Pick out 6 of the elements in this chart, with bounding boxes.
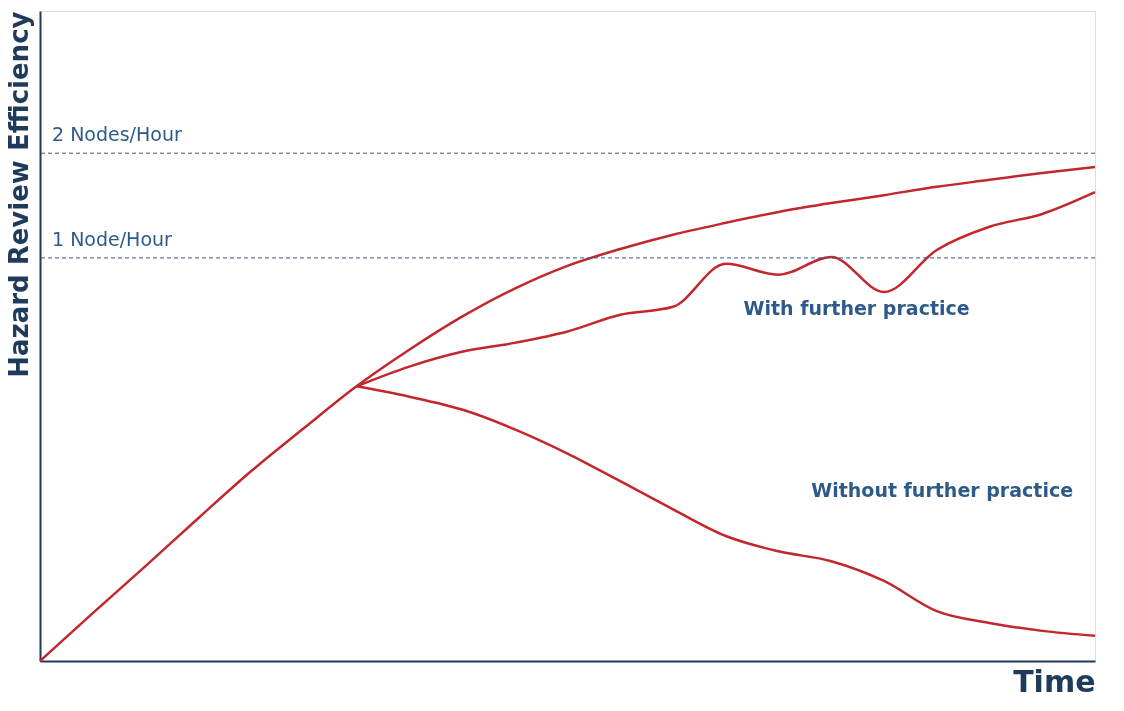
ref-line-label: 1 Node/Hour	[52, 227, 173, 250]
series-label: With further practice	[743, 296, 970, 319]
ref-line-label: 2 Nodes/Hour	[52, 123, 182, 146]
x-axis-title: Time	[1013, 663, 1096, 699]
y-axis-title: Hazard Review Efficiency	[3, 11, 34, 378]
text: Without further practice	[811, 479, 1074, 502]
